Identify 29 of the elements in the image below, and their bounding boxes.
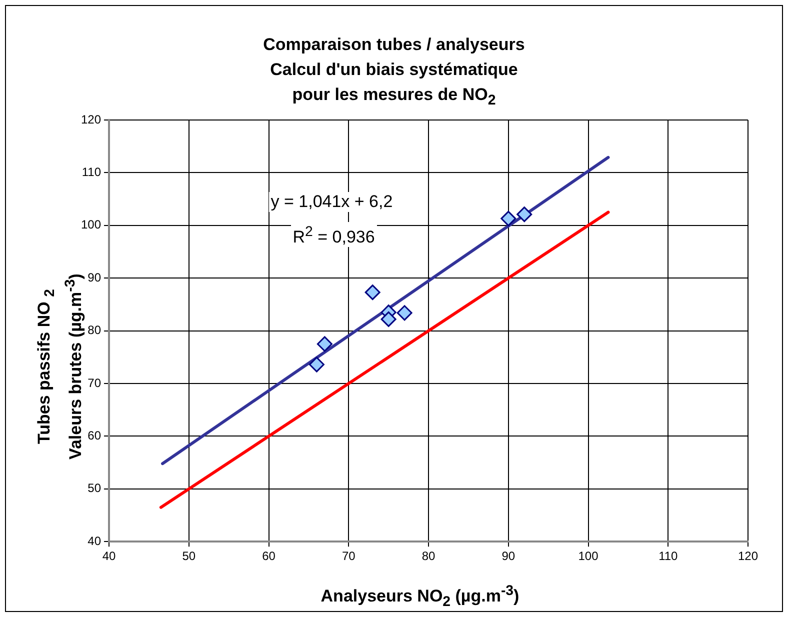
x-tick-label: 90 xyxy=(502,549,516,564)
y-tick-label: 60 xyxy=(88,428,102,443)
x-tick-label: 100 xyxy=(578,549,599,564)
point xyxy=(500,210,516,226)
y-tick-label: 110 xyxy=(82,165,102,180)
y-tick-label: 70 xyxy=(88,376,102,390)
y-tick-label: 40 xyxy=(88,534,102,548)
y-tick-label: 50 xyxy=(88,481,102,496)
x-tick-label: 40 xyxy=(102,549,116,564)
point xyxy=(308,356,324,372)
point xyxy=(316,336,332,352)
x-tick-label: 110 xyxy=(658,549,678,564)
point xyxy=(364,284,380,300)
y-tick-label: 100 xyxy=(80,218,102,232)
x-tick-label: 50 xyxy=(182,549,196,564)
annotation: R$^{2}$ = 0,936 xyxy=(290,222,377,248)
y-tick-label: 120 xyxy=(80,112,102,126)
x-tick-label: 70 xyxy=(342,549,356,564)
x-tick-label: 60 xyxy=(262,549,276,564)
y-tick-label: 90 xyxy=(88,270,102,284)
point xyxy=(396,305,412,321)
x-axis-title: Analyseurs NO$_{2}$ (µg.m$^{-3}$) xyxy=(320,583,520,610)
chart-title: Comparaison tubes / analyseurs Calcul d'un biais systématique pour les mesures de NO$_{2}$ xyxy=(262,34,526,110)
y-tick-label: 80 xyxy=(88,323,102,338)
x-tick-label: 80 xyxy=(422,549,436,564)
annotation: y = 1,041x + 6,2 xyxy=(268,192,395,212)
x-tick-label: 120 xyxy=(738,549,758,564)
point xyxy=(380,311,396,327)
point xyxy=(516,206,532,222)
